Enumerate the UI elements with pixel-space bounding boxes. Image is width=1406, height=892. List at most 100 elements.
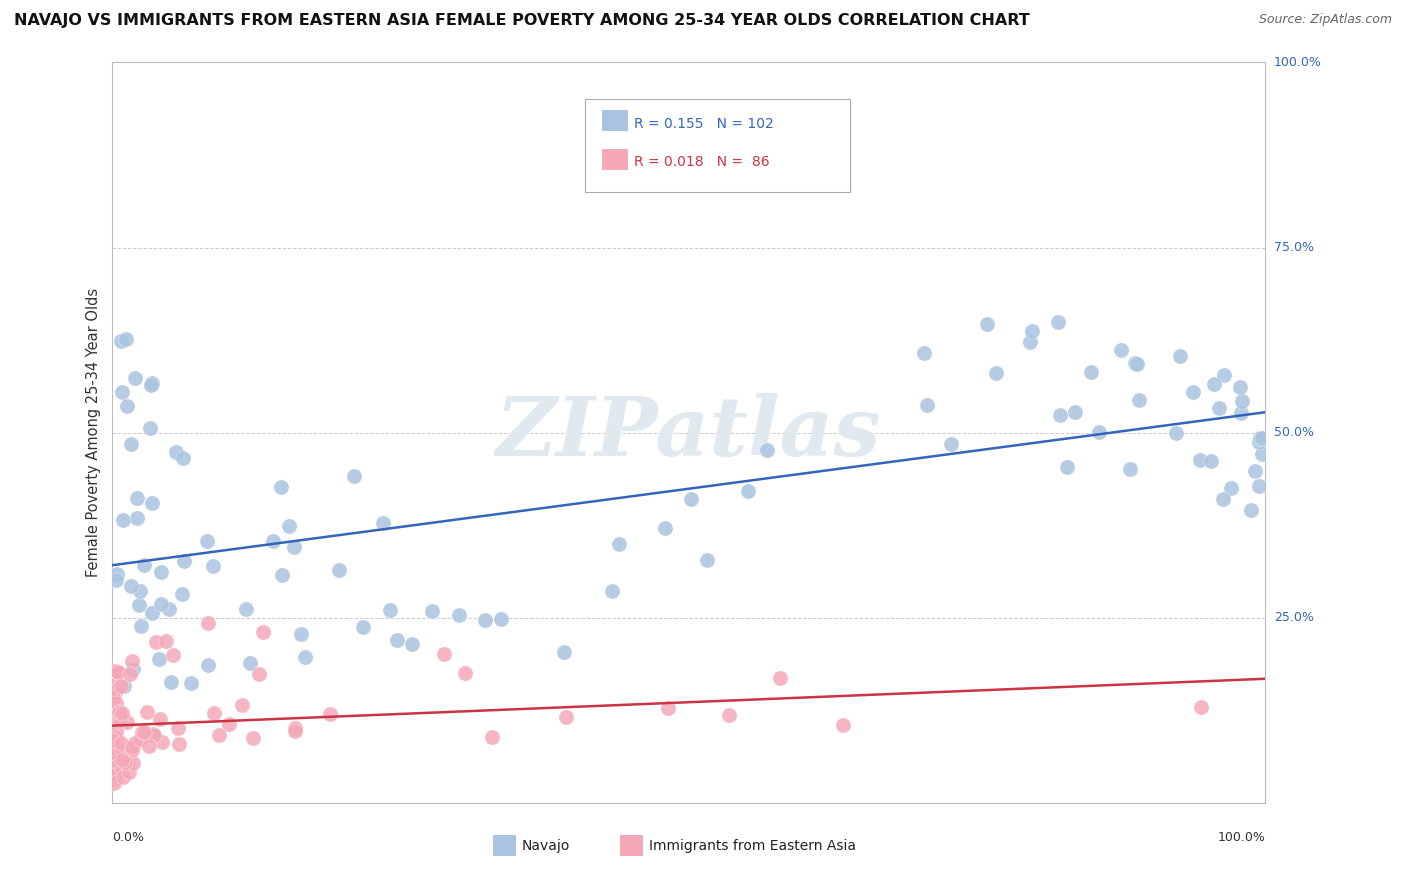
Point: [162, 648, 184, 662]
Point: [1109, 343, 1132, 358]
Point: [139, 378, 162, 392]
Point: [129, 731, 152, 746]
Point: [202, 706, 225, 721]
Point: [103, 747, 125, 761]
Point: [107, 706, 129, 720]
Y-axis label: Female Poverty Among 25-34 Year Olds: Female Poverty Among 25-34 Year Olds: [86, 288, 101, 577]
Point: [607, 537, 630, 551]
Point: [420, 604, 443, 618]
Point: [1250, 431, 1272, 445]
Point: [134, 558, 156, 572]
Point: [124, 371, 146, 385]
Text: 0.0%: 0.0%: [112, 830, 145, 844]
Point: [343, 468, 366, 483]
Point: [696, 552, 718, 566]
Point: [121, 740, 143, 755]
Point: [284, 721, 307, 735]
Point: [654, 521, 676, 535]
Point: [1049, 408, 1071, 422]
Text: R = 0.018   N =  86: R = 0.018 N = 86: [634, 155, 769, 169]
Point: [105, 701, 128, 715]
Point: [401, 637, 423, 651]
Point: [132, 725, 155, 739]
Point: [1212, 491, 1234, 506]
Point: [270, 568, 292, 582]
Point: [239, 656, 262, 670]
Point: [328, 563, 350, 577]
Point: [915, 398, 938, 412]
Point: [105, 567, 128, 582]
FancyBboxPatch shape: [494, 836, 516, 856]
Point: [105, 763, 128, 777]
Point: [104, 768, 127, 782]
Point: [1182, 385, 1205, 400]
Point: [768, 671, 790, 685]
Point: [121, 756, 143, 771]
Text: Source: ZipAtlas.com: Source: ZipAtlas.com: [1258, 13, 1392, 27]
Point: [104, 686, 127, 700]
Point: [127, 511, 149, 525]
Point: [1208, 401, 1230, 415]
Point: [101, 745, 124, 759]
FancyBboxPatch shape: [620, 836, 643, 856]
Point: [1125, 357, 1147, 371]
Point: [103, 709, 125, 723]
Point: [141, 607, 163, 621]
Point: [294, 649, 316, 664]
Text: 75.0%: 75.0%: [1274, 241, 1313, 254]
Point: [380, 603, 402, 617]
Point: [155, 634, 177, 648]
Text: NAVAJO VS IMMIGRANTS FROM EASTERN ASIA FEMALE POVERTY AMONG 25-34 YEAR OLDS CORR: NAVAJO VS IMMIGRANTS FROM EASTERN ASIA F…: [14, 13, 1029, 29]
Point: [111, 706, 134, 720]
Point: [831, 718, 853, 732]
Point: [104, 730, 127, 744]
Point: [121, 741, 143, 756]
Point: [104, 760, 127, 774]
Point: [1063, 405, 1085, 419]
Point: [110, 713, 132, 727]
Point: [489, 612, 512, 626]
Point: [1249, 432, 1271, 446]
Point: [114, 755, 136, 769]
Point: [290, 627, 312, 641]
Point: [1168, 349, 1191, 363]
Point: [218, 716, 240, 731]
Point: [111, 744, 134, 758]
Point: [1220, 481, 1243, 495]
Point: [1244, 464, 1267, 478]
Point: [247, 667, 270, 681]
FancyBboxPatch shape: [585, 99, 851, 192]
Point: [1249, 434, 1271, 449]
Point: [141, 496, 163, 510]
Point: [984, 366, 1007, 380]
Point: [107, 674, 129, 689]
Point: [352, 620, 374, 634]
Point: [1251, 447, 1274, 461]
Point: [150, 734, 173, 748]
Point: [101, 690, 124, 704]
Point: [131, 619, 153, 633]
Text: Navajo: Navajo: [522, 838, 571, 853]
Point: [131, 725, 153, 739]
Point: [454, 665, 477, 680]
Point: [142, 728, 165, 742]
Point: [112, 679, 135, 693]
Point: [1229, 380, 1251, 394]
Point: [1056, 459, 1078, 474]
Point: [104, 740, 127, 755]
Point: [385, 632, 408, 647]
Point: [717, 708, 740, 723]
Point: [120, 667, 142, 681]
Point: [104, 664, 127, 678]
Point: [1240, 502, 1263, 516]
Point: [1128, 393, 1150, 408]
Point: [1019, 334, 1042, 349]
Point: [111, 771, 134, 785]
Text: R = 0.155   N = 102: R = 0.155 N = 102: [634, 117, 773, 131]
Point: [101, 732, 124, 747]
Point: [124, 736, 146, 750]
Point: [107, 665, 129, 680]
Point: [107, 714, 129, 728]
Point: [167, 737, 190, 751]
Point: [120, 579, 142, 593]
